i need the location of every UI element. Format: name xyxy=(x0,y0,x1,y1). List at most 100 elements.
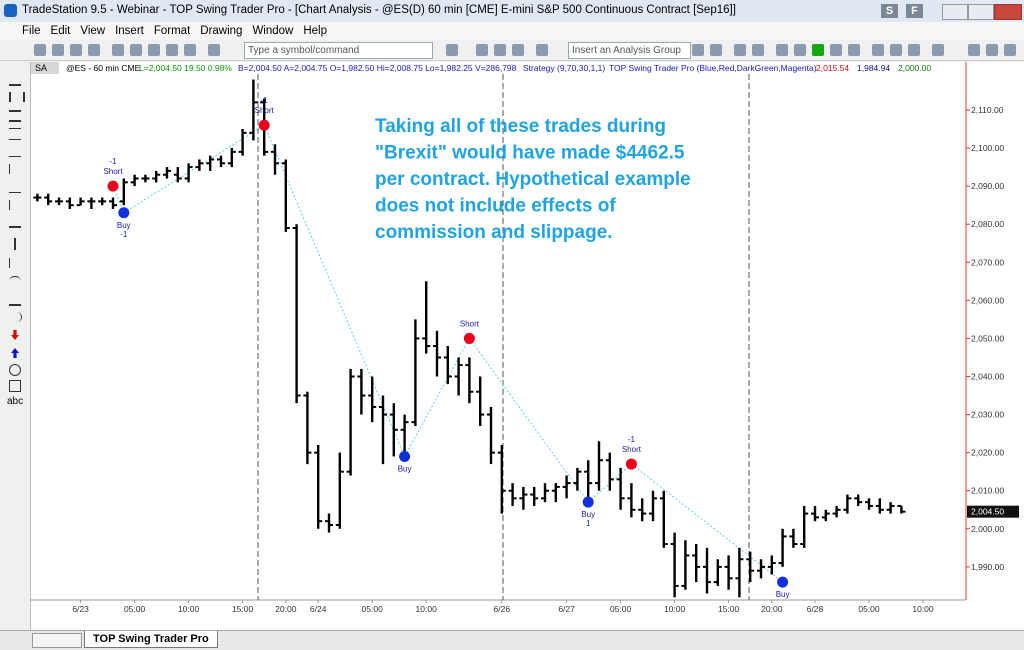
x-tick-label: 10:00 xyxy=(416,604,438,614)
menu-item[interactable]: Window xyxy=(252,25,294,37)
signal-label: Short xyxy=(103,167,123,176)
tab-scroll-buttons[interactable] xyxy=(32,633,82,648)
tab-bar: TOP Swing Trader Pro xyxy=(0,630,1024,650)
tool-icon[interactable] xyxy=(148,44,160,56)
tool-icon[interactable] xyxy=(908,44,920,56)
palette-tool[interactable] xyxy=(9,164,22,174)
palette-tool[interactable] xyxy=(9,128,21,140)
signal-label: Buy xyxy=(581,510,595,519)
tool-icon[interactable] xyxy=(512,44,524,56)
tool-icon[interactable] xyxy=(710,44,722,56)
symbol-info: @ES - 60 min CME xyxy=(66,63,141,73)
close-button[interactable] xyxy=(994,4,1022,20)
palette-tool[interactable] xyxy=(9,294,21,306)
tool-icon[interactable] xyxy=(184,44,196,56)
app-icon xyxy=(4,4,17,17)
menu-item[interactable]: File xyxy=(22,25,41,37)
x-tick-label: 6/24 xyxy=(310,604,327,614)
window-button[interactable]: S xyxy=(881,4,898,18)
y-tick-label: 1,990.00 xyxy=(971,562,1004,572)
symbol-input[interactable]: Type a symbol/command xyxy=(244,42,433,59)
palette-tool[interactable] xyxy=(14,238,16,250)
x-tick-label: 6/23 xyxy=(72,604,89,614)
chart-tag: SA xyxy=(35,63,47,73)
tool-icon[interactable] xyxy=(166,44,178,56)
tool-icon[interactable] xyxy=(34,44,46,56)
menu-item[interactable]: Insert xyxy=(115,25,144,37)
menu-item[interactable]: Edit xyxy=(50,25,71,37)
signal-label: Short xyxy=(255,106,275,115)
signal-dot xyxy=(118,207,130,219)
signal-qty: -1 xyxy=(120,230,128,239)
x-tick-label: 20:00 xyxy=(275,604,297,614)
trade-connector xyxy=(469,338,589,503)
palette-tool[interactable] xyxy=(9,110,21,122)
menu-item[interactable]: View xyxy=(80,25,106,37)
menu-item[interactable]: Format xyxy=(153,25,191,37)
menu-item[interactable]: Drawing xyxy=(200,25,243,37)
palette-text-tool[interactable]: abc xyxy=(7,396,24,407)
palette-tool[interactable] xyxy=(9,258,22,268)
minimize-button[interactable] xyxy=(942,4,968,20)
palette-tool[interactable] xyxy=(11,348,19,358)
tool-icon[interactable] xyxy=(1004,44,1016,56)
strategy-info: Strategy (9,70,30,1,1) xyxy=(523,63,605,73)
tool-icon[interactable] xyxy=(692,44,704,56)
palette-tool[interactable] xyxy=(11,330,19,340)
palette-tool[interactable] xyxy=(9,74,21,86)
annotation: Taking all of these trades during "Brexit… xyxy=(375,116,691,243)
tool-icon[interactable] xyxy=(112,44,124,56)
annotation-line: commission and slippage. xyxy=(375,222,613,243)
tool-icon[interactable] xyxy=(130,44,142,56)
x-tick-label: 10:00 xyxy=(912,604,934,614)
annotation-line: Taking all of these trades during xyxy=(375,116,666,137)
indicator-value: 1,984.94 xyxy=(857,63,890,73)
y-tick-label: 2,030.00 xyxy=(971,410,1004,420)
tool-icon[interactable] xyxy=(476,44,488,56)
tool-icon[interactable] xyxy=(88,44,100,56)
window-button[interactable]: F xyxy=(906,4,923,18)
tool-icon[interactable] xyxy=(830,44,842,56)
last-price-box xyxy=(967,505,1019,518)
annotation-line: "Brexit" would have made $4462.5 xyxy=(375,143,685,164)
tool-icon[interactable] xyxy=(794,44,806,56)
tool-icon[interactable] xyxy=(734,44,746,56)
palette-tool[interactable] xyxy=(9,380,21,392)
menu-item[interactable]: Help xyxy=(303,25,328,37)
annotation-line: per contract. Hypothetical example xyxy=(375,169,691,190)
signal-qty: 1 xyxy=(586,519,591,528)
tab[interactable]: TOP Swing Trader Pro xyxy=(84,631,218,648)
signal-dot xyxy=(582,496,594,508)
palette-tool[interactable] xyxy=(9,364,21,376)
palette-tool[interactable] xyxy=(9,226,21,228)
tool-icon[interactable] xyxy=(848,44,860,56)
tool-icon[interactable] xyxy=(890,44,902,56)
palette-tool[interactable] xyxy=(9,276,21,287)
tool-icon[interactable] xyxy=(812,44,824,56)
tool-icon[interactable] xyxy=(52,44,64,56)
analysis-input[interactable]: Insert an Analysis Group xyxy=(568,42,691,59)
tool-icon[interactable] xyxy=(872,44,884,56)
menu-bar: File Edit View Insert Format Drawing Window Hel… xyxy=(0,22,1024,40)
palette-tool[interactable] xyxy=(9,200,22,210)
indicator-info: TOP Swing Trader Pro (Blue,Red,DarkGreen… xyxy=(609,63,817,73)
y-tick-label: 2,050.00 xyxy=(971,333,1004,343)
palette-tool[interactable] xyxy=(9,92,25,102)
x-tick-label: 6/27 xyxy=(558,604,575,614)
tool-icon[interactable] xyxy=(752,44,764,56)
tool-icon[interactable] xyxy=(986,44,998,56)
last-price-label: 2,004.50 xyxy=(971,507,1004,517)
palette-tool[interactable] xyxy=(9,312,22,322)
tool-icon[interactable] xyxy=(932,44,944,56)
tool-icon[interactable] xyxy=(968,44,980,56)
quote-info: B=2,004.50 A=2,004.75 O=1,982.50 Hi=2,00… xyxy=(238,63,517,73)
tool-icon[interactable] xyxy=(70,44,82,56)
tool-icon[interactable] xyxy=(208,44,220,56)
palette-tool[interactable] xyxy=(9,146,21,157)
maximize-button[interactable] xyxy=(968,4,994,20)
tool-icon[interactable] xyxy=(494,44,506,56)
tool-icon[interactable] xyxy=(776,44,788,56)
palette-tool[interactable] xyxy=(9,182,21,193)
tool-icon[interactable] xyxy=(446,44,458,56)
tool-icon[interactable] xyxy=(536,44,548,56)
